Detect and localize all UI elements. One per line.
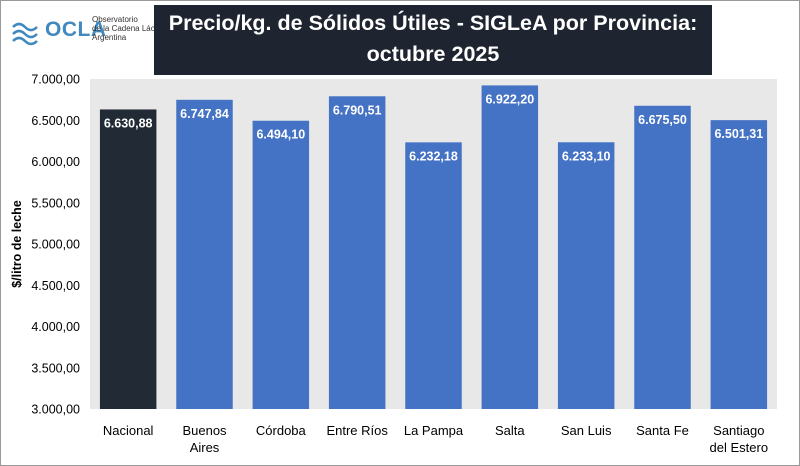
bar-value-label: 6.675,50 [638, 113, 687, 127]
y-tick-label: 6.500,00 [31, 114, 80, 128]
chart-title: Precio/kg. de Sólidos Útiles - SIGLeA po… [154, 5, 712, 75]
y-tick-label: 3.500,00 [31, 361, 80, 375]
y-axis-title: $/litro de leche [10, 200, 24, 288]
category-label: San Luis [561, 423, 612, 438]
category-label: La Pampa [404, 423, 464, 438]
category-label: Nacional [103, 423, 154, 438]
bar [405, 142, 462, 409]
bar-value-label: 6.232,18 [409, 149, 458, 163]
category-label: Entre Ríos [326, 423, 388, 438]
bar-value-label: 6.233,10 [562, 149, 611, 163]
category-label: Buenos [182, 423, 227, 438]
category-label: Santa Fe [636, 423, 689, 438]
y-tick-label: 5.000,00 [31, 238, 80, 252]
category-label: del Estero [710, 440, 769, 455]
logo-line-3: Argentina [92, 33, 127, 42]
chart-title-line-1: Precio/kg. de Sólidos Útiles - SIGLeA po… [168, 11, 698, 35]
y-tick-label: 4.500,00 [31, 279, 80, 293]
bar-value-label: 6.922,20 [485, 92, 534, 106]
ocla-logo: OCLA Observatorio de la Cadena Láctea Ar… [9, 11, 166, 55]
bar-value-label: 6.494,10 [256, 128, 305, 142]
category-label: Santiago [713, 423, 764, 438]
bar [176, 99, 233, 410]
y-tick-label: 5.500,00 [31, 196, 80, 210]
chart-title-line-2: octubre 2025 [366, 42, 500, 66]
y-tick-label: 7.000,00 [31, 73, 80, 87]
bar [710, 120, 768, 410]
bar [252, 120, 310, 409]
category-label: Aires [190, 440, 220, 455]
bar [557, 142, 615, 409]
bar [481, 85, 539, 409]
logo-line-2: de la Cadena Láctea [92, 24, 166, 33]
category-label: Salta [495, 423, 525, 438]
bar-value-label: 6.747,84 [180, 107, 229, 121]
bar [634, 105, 691, 410]
ocla-wave-icon [12, 22, 38, 46]
category-label: Córdoba [256, 423, 307, 438]
bar-value-label: 6.630,88 [104, 116, 153, 130]
logo-name: OCLA [45, 18, 107, 41]
y-tick-label: 4.000,00 [31, 320, 80, 334]
bar-value-label: 6.501,31 [714, 127, 763, 141]
y-tick-label: 6.000,00 [31, 155, 80, 169]
bar [328, 96, 386, 409]
bar-value-label: 6.790,51 [333, 103, 382, 117]
logo-line-1: Observatorio [92, 15, 138, 24]
y-tick-label: 3.000,00 [31, 403, 80, 417]
bar [99, 109, 157, 410]
